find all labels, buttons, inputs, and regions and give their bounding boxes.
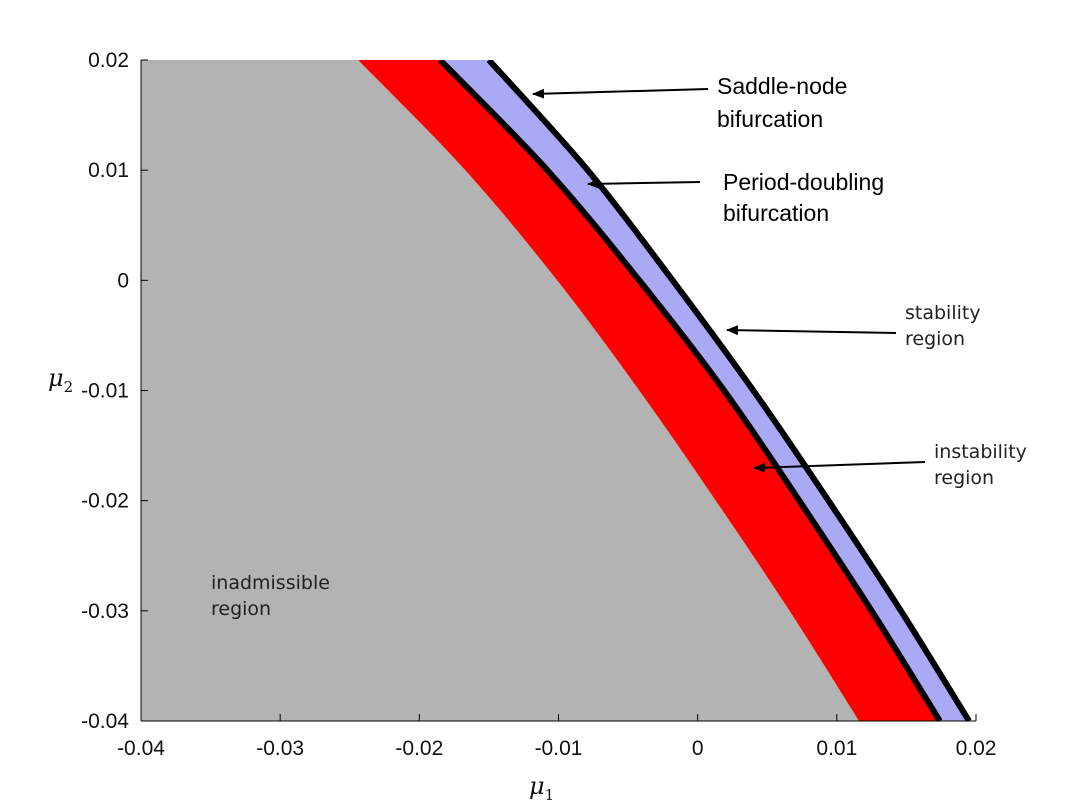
y-axis-label: μ2	[48, 364, 73, 396]
inadmissible-region	[141, 60, 860, 721]
instability-region	[358, 60, 940, 721]
stability-label-line2: region	[905, 328, 965, 350]
instability-arrow	[753, 461, 926, 473]
x-axis-label: μ1	[529, 772, 554, 804]
y-tick-label: 0.02	[88, 49, 129, 72]
y-tick-label: 0	[117, 269, 129, 292]
x-tick-label: 0.02	[956, 737, 997, 760]
x-tick-label: -0.02	[395, 737, 443, 760]
stability-annotation: stability region	[726, 302, 981, 350]
period-doubling-label-line1: Period-doubling	[723, 169, 884, 195]
instability-annotation: instability region	[753, 441, 1027, 489]
saddle-node-label-line1: Saddle-node	[717, 73, 847, 99]
x-tick-label: 0.01	[816, 737, 857, 760]
period-doubling-label-line2: bifurcation	[723, 200, 829, 226]
period-doubling-annotation: Period-doubling bifurcation	[587, 169, 884, 226]
stability-arrow	[726, 325, 897, 336]
saddle-node-annotation: Saddle-node bifurcation	[532, 73, 847, 132]
saddle-node-label-line2: bifurcation	[717, 106, 823, 132]
period-doubling-curve	[438, 60, 943, 721]
x-tick-label: -0.04	[117, 737, 165, 760]
x-ticks: -0.04 -0.03 -0.02 -0.01 0 0.01 0.02	[117, 714, 996, 760]
inadmissible-annotation: inadmissible region	[211, 572, 330, 620]
saddle-node-curve	[486, 60, 972, 721]
y-tick-label: -0.02	[81, 490, 129, 513]
inadmissible-label-line2: region	[211, 598, 271, 620]
instability-label-line2: region	[934, 467, 994, 489]
period-doubling-arrow	[587, 178, 701, 189]
y-tick-label: -0.01	[81, 380, 129, 403]
instability-label-line1: instability	[934, 441, 1027, 463]
saddle-node-arrow	[532, 88, 709, 99]
x-tick-label: 0	[692, 737, 704, 760]
y-tick-label: -0.03	[81, 600, 129, 623]
x-tick-label: -0.03	[256, 737, 304, 760]
x-tick-label: -0.01	[535, 737, 583, 760]
y-ticks: 0.02 0.01 0 -0.01 -0.02 -0.03 -0.04	[81, 49, 148, 733]
stability-label-line1: stability	[905, 302, 981, 324]
y-tick-label: 0.01	[88, 159, 129, 182]
y-tick-label: -0.04	[81, 710, 129, 733]
inadmissible-label-line1: inadmissible	[211, 572, 330, 594]
